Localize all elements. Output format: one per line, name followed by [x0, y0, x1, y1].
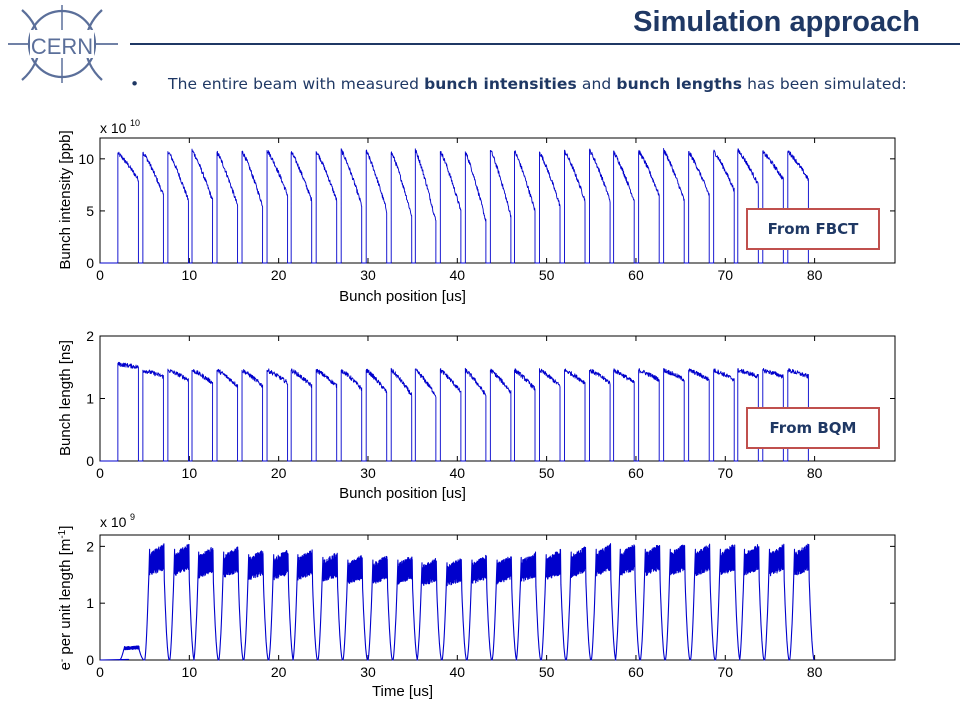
y-tick-label: 0 [86, 453, 94, 469]
bullet-prefix: The entire beam with measured [168, 75, 425, 93]
exponent-label: x 10 [100, 120, 127, 136]
y-tick-label: 0 [86, 255, 94, 271]
tag-from-bqm: From BQM [746, 407, 880, 449]
x-tick-label: 70 [717, 465, 733, 481]
x-tick-label: 30 [360, 465, 376, 481]
x-tick-label: 40 [450, 267, 466, 283]
x-tick-label: 50 [539, 267, 555, 283]
x-tick-label: 30 [360, 664, 376, 680]
y-axis-label: Bunch length [ns] [57, 340, 74, 456]
bullet-suffix: has been simulated: [742, 75, 907, 93]
x-tick-label: 0 [96, 465, 104, 481]
x-tick-label: 40 [450, 664, 466, 680]
y-axis-label: Bunch intensity [ppb] [57, 130, 74, 269]
plot-frame [99, 137, 896, 264]
x-tick-label: 80 [807, 664, 823, 680]
series-line [100, 147, 809, 264]
x-tick-label: 40 [450, 465, 466, 481]
x-tick-label: 0 [96, 267, 104, 283]
y-tick-label: 1 [86, 391, 94, 407]
y-tick-label: 10 [78, 151, 94, 167]
x-tick-label: 80 [807, 465, 823, 481]
x-tick-label: 50 [539, 664, 555, 680]
series-line [99, 543, 815, 661]
bullet-dot: • [130, 75, 140, 93]
plot-frame [99, 534, 896, 661]
x-tick-label: 20 [271, 267, 287, 283]
bullet-bold-intensities: bunch intensities [424, 75, 577, 93]
exponent-power: 10 [130, 118, 140, 128]
x-tick-label: 60 [628, 267, 644, 283]
x-tick-label: 10 [182, 664, 198, 680]
y-tick-label: 1 [86, 595, 94, 611]
cern-logo-text: CERN [31, 34, 93, 59]
y-tick-label: 2 [86, 328, 94, 344]
x-axis-label: Time [us] [372, 683, 433, 700]
header-rule [130, 43, 960, 45]
x-tick-label: 20 [271, 664, 287, 680]
tag-from-fbct: From FBCT [746, 208, 880, 250]
cern-logo: CERN [8, 5, 118, 83]
y-tick-label: 5 [86, 203, 94, 219]
x-axis-label: Bunch position [us] [339, 288, 466, 305]
x-tick-label: 70 [717, 664, 733, 680]
x-tick-label: 60 [628, 664, 644, 680]
x-tick-label: 70 [717, 267, 733, 283]
x-axis-label: Bunch position [us] [339, 485, 466, 502]
bullet-text: The entire beam with measured bunch inte… [168, 75, 907, 93]
series-line [100, 361, 809, 462]
exponent-power: 9 [130, 512, 135, 522]
y-axis-label: e- per unit length [m-1] [57, 526, 75, 671]
y-tick-label: 2 [86, 538, 94, 554]
x-tick-label: 20 [271, 465, 287, 481]
x-tick-label: 50 [539, 465, 555, 481]
bullet-bold-lengths: bunch lengths [616, 75, 743, 93]
x-tick-label: 80 [807, 267, 823, 283]
x-tick-label: 10 [182, 267, 198, 283]
x-tick-label: 10 [182, 465, 198, 481]
bullet-mid: and [576, 75, 617, 93]
x-tick-label: 30 [360, 267, 376, 283]
x-tick-label: 60 [628, 465, 644, 481]
exponent-label: x 10 [100, 514, 127, 530]
page-title: Simulation approach [633, 6, 920, 38]
x-tick-label: 0 [96, 664, 104, 680]
y-tick-label: 0 [86, 652, 94, 668]
